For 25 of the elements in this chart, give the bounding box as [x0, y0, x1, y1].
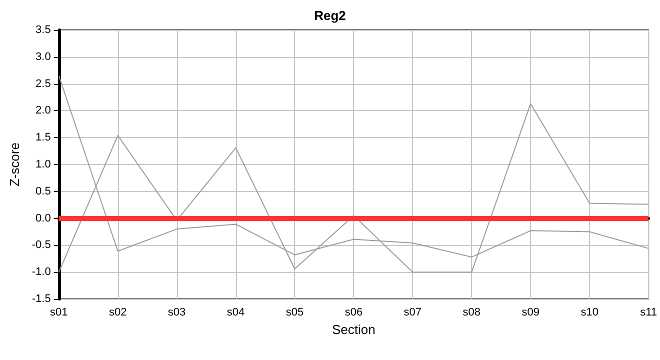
x-tick-label: s03	[168, 306, 186, 318]
x-tick-label: s04	[226, 306, 245, 318]
x-tick-label: s09	[522, 306, 540, 318]
y-tick-label: 2.0	[36, 104, 51, 117]
y-axis-title: Z-score	[7, 142, 22, 187]
y-tick-label: 1.0	[36, 158, 51, 170]
y-tick-label: 1.5	[36, 132, 51, 144]
x-tick-label: s11	[640, 306, 657, 318]
y-tick-label: 3.5	[36, 24, 51, 36]
x-tick-label: s02	[108, 306, 127, 318]
x-tick-label: s05	[286, 306, 304, 318]
x-tick-label: s08	[462, 306, 481, 318]
y-tick-label: -1.5	[32, 293, 51, 305]
x-axis-title: Section	[332, 322, 376, 337]
y-tick-label: 0.5	[36, 185, 51, 198]
chart-title: Reg2	[314, 8, 346, 23]
y-tick-label: -0.5	[32, 239, 51, 252]
y-tick-label: 0.0	[36, 212, 51, 224]
y-tick-label: 3.0	[36, 50, 51, 63]
y-tick-label: -1.0	[32, 266, 51, 278]
y-tick-label: 2.5	[36, 78, 51, 90]
x-tick-label: s10	[580, 306, 598, 318]
x-tick-label: s01	[50, 306, 68, 318]
x-tick-label: s06	[344, 306, 363, 318]
x-tick-label: s07	[404, 306, 422, 318]
